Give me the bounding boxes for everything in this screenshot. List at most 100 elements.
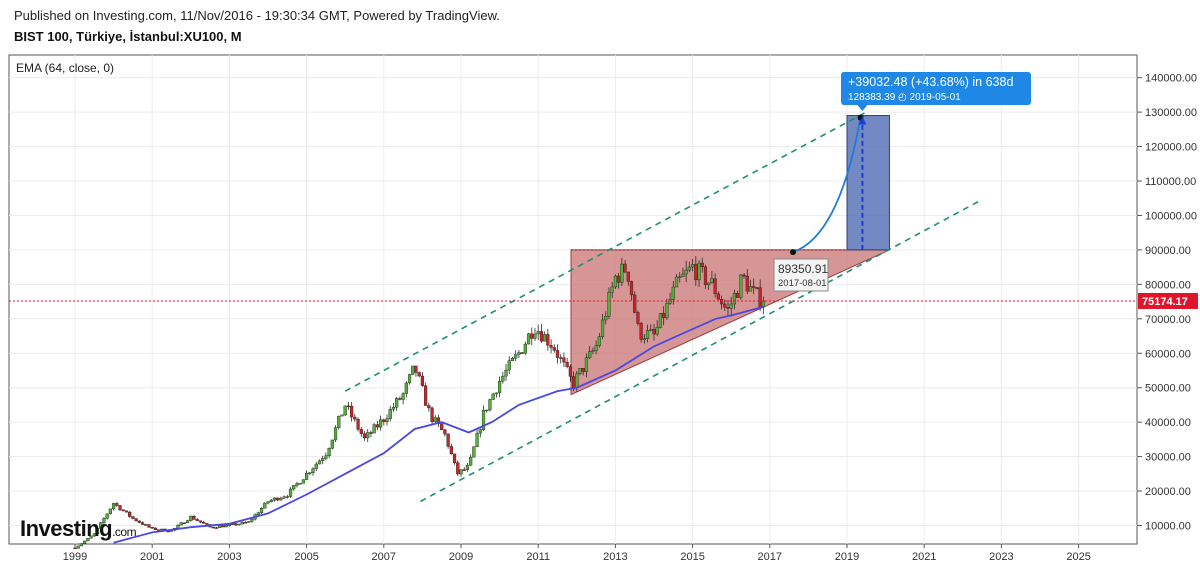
candle-body xyxy=(263,502,267,509)
candle-body xyxy=(279,497,283,501)
candle-body xyxy=(716,293,720,300)
candle-body xyxy=(350,405,354,418)
candle-body xyxy=(102,518,106,523)
candle-body xyxy=(366,432,370,439)
candles xyxy=(73,256,765,550)
candle-body xyxy=(250,518,254,522)
candle-body xyxy=(494,392,498,395)
candle-body xyxy=(729,303,733,309)
candle-body xyxy=(424,385,428,406)
candle-body xyxy=(597,336,601,346)
x-tick-label: 2013 xyxy=(603,551,627,563)
candle-body xyxy=(382,419,386,422)
candle-body xyxy=(478,429,482,434)
candle-body xyxy=(301,479,305,484)
candle-body xyxy=(755,287,759,289)
current-price-tag xyxy=(1138,292,1198,309)
candle-body xyxy=(517,352,521,355)
candle-body xyxy=(504,369,508,377)
candle-body xyxy=(134,518,138,522)
candle-body xyxy=(748,286,753,292)
x-tick-label: 2011 xyxy=(526,551,550,563)
current-price-value: 75174.17 xyxy=(1142,296,1188,308)
candle-body xyxy=(111,503,116,510)
candle-body xyxy=(83,540,87,544)
candle-body xyxy=(430,407,434,422)
candle-body xyxy=(552,347,556,351)
candle-body xyxy=(266,501,270,504)
candle-body xyxy=(507,360,511,371)
candle-body xyxy=(481,410,486,430)
candle-body xyxy=(76,545,80,549)
candle-body xyxy=(559,357,563,359)
candle-body xyxy=(530,333,534,339)
x-tick-label: 2023 xyxy=(989,551,1013,563)
candle-body xyxy=(372,424,376,434)
candle-body xyxy=(182,522,186,524)
projection-label-box xyxy=(841,72,1031,105)
candle-body xyxy=(658,313,663,328)
candle-body xyxy=(407,374,412,384)
candle-body xyxy=(713,278,717,295)
candle-body xyxy=(472,446,476,458)
candle-body xyxy=(362,433,367,439)
candle-body xyxy=(218,525,222,528)
y-tick-label: 140000.00 xyxy=(1145,73,1197,85)
grid xyxy=(9,55,1137,544)
logo-text: Investing xyxy=(20,516,113,541)
candle-body xyxy=(295,483,299,486)
candle-body xyxy=(562,357,566,363)
candle-body xyxy=(337,415,341,428)
candle-body xyxy=(617,275,621,283)
candle-body xyxy=(401,393,405,400)
y-tick-label: 20000.00 xyxy=(1145,486,1191,498)
candle-body xyxy=(79,543,84,547)
candle-body xyxy=(414,365,418,373)
candle-body xyxy=(520,352,524,354)
candle-body xyxy=(269,499,273,502)
drawings xyxy=(344,111,979,503)
candle-body xyxy=(523,343,527,354)
candle-body xyxy=(353,416,357,420)
candle-body xyxy=(95,528,100,534)
candle-body xyxy=(179,522,183,526)
candle-body xyxy=(485,409,489,412)
candle-body xyxy=(584,357,589,372)
candle-body xyxy=(742,274,746,277)
candle-body xyxy=(655,327,659,335)
candle-body xyxy=(404,382,408,394)
candle-body xyxy=(282,496,286,499)
candle-body xyxy=(594,345,598,351)
candle-body xyxy=(256,512,260,515)
candle-body xyxy=(214,527,219,529)
candle-body xyxy=(121,509,125,512)
candle-body xyxy=(571,376,576,388)
candle-body xyxy=(189,515,193,521)
projection-label-main: +39032.48 (+43.68%) in 638d xyxy=(848,75,1013,89)
candle-body xyxy=(321,458,325,461)
candle-body xyxy=(510,357,515,361)
candle-body xyxy=(636,312,640,324)
candle-body xyxy=(719,299,724,305)
candle-body xyxy=(732,293,737,305)
candle-body xyxy=(440,423,444,431)
y-tick-label: 100000.00 xyxy=(1145,210,1197,222)
candle-body xyxy=(340,414,344,417)
candle-body xyxy=(694,264,698,281)
candle-body xyxy=(92,533,96,537)
logo-suffix: .com xyxy=(112,525,137,539)
x-tick-label: 2007 xyxy=(372,551,396,563)
candle-body xyxy=(639,323,643,340)
candle-body xyxy=(202,521,206,524)
candle-body xyxy=(276,497,280,501)
candle-body xyxy=(417,372,421,377)
candle-body xyxy=(385,418,389,422)
projection-arrow-head xyxy=(858,116,867,125)
candle-body xyxy=(115,503,119,506)
candle-body xyxy=(259,508,264,513)
y-tick-label: 70000.00 xyxy=(1145,314,1191,326)
candle-body xyxy=(752,286,756,288)
candle-body xyxy=(665,303,669,319)
candle-body xyxy=(375,424,379,428)
